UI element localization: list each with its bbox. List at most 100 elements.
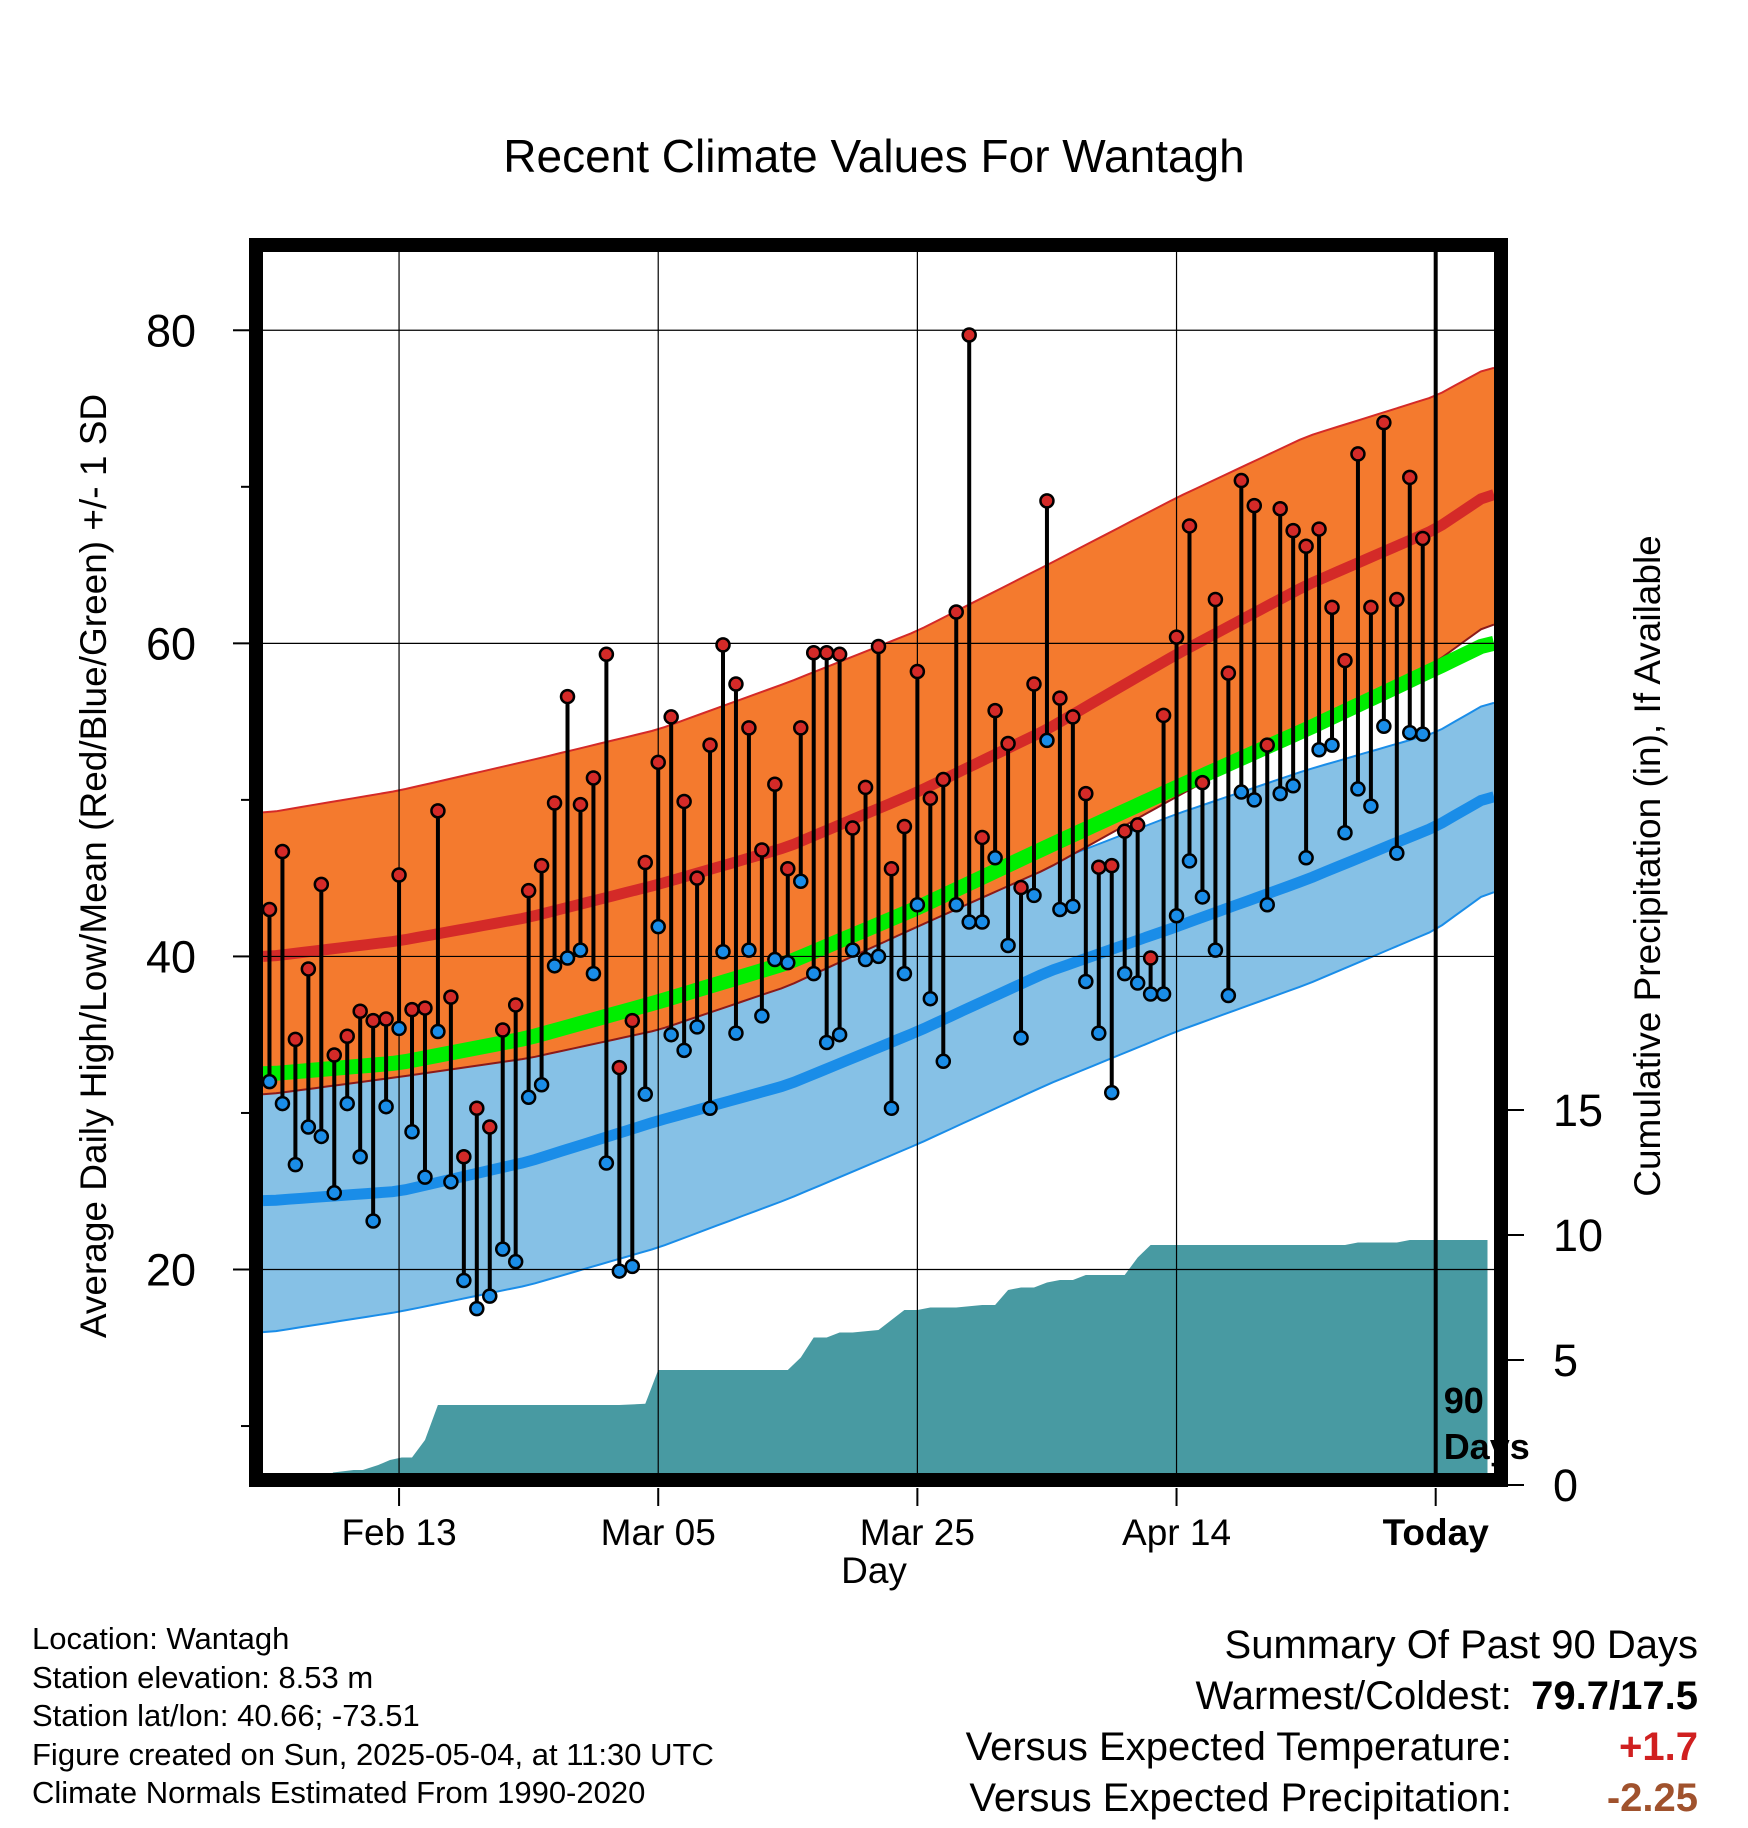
daily-high-point bbox=[598, 646, 615, 663]
daily-low-point bbox=[1039, 732, 1055, 749]
daily-high-point bbox=[831, 646, 848, 663]
daily-low-point bbox=[870, 948, 887, 965]
daily-low-point bbox=[572, 942, 589, 958]
daily-low-point bbox=[1337, 825, 1353, 841]
daily-low-point bbox=[961, 914, 977, 930]
daily-low-point bbox=[520, 1089, 537, 1106]
daily-low-point bbox=[1052, 901, 1068, 918]
station-info: Location: Wantagh Station elevation: 8.5… bbox=[32, 1620, 714, 1813]
daily-low-point bbox=[443, 1174, 459, 1190]
daily-low-point bbox=[1116, 965, 1133, 982]
daily-low-point bbox=[1246, 792, 1263, 808]
daily-high-point bbox=[533, 857, 550, 874]
location-text: Location: Wantagh bbox=[32, 1621, 290, 1656]
daily-low-point bbox=[818, 1034, 835, 1051]
daily-high-point bbox=[857, 779, 874, 796]
daily-high-point bbox=[961, 327, 977, 343]
daily-low-point bbox=[1000, 937, 1016, 954]
daily-low-point bbox=[417, 1169, 433, 1185]
x-tick-label: Apr 14 bbox=[1122, 1512, 1231, 1553]
daily-low-point bbox=[482, 1288, 498, 1304]
daily-high-point bbox=[1000, 735, 1016, 752]
daily-high-point bbox=[1414, 530, 1431, 547]
daily-high-point bbox=[870, 638, 887, 655]
daily-high-point bbox=[1376, 414, 1392, 431]
daily-high-point bbox=[1363, 599, 1379, 616]
daily-high-point bbox=[1039, 493, 1055, 509]
daily-high-point bbox=[909, 663, 926, 680]
daily-high-point bbox=[974, 829, 990, 846]
daily-low-point bbox=[352, 1149, 368, 1165]
daily-low-point bbox=[1142, 986, 1159, 1002]
daily-low-point bbox=[263, 1073, 278, 1090]
temp-label: Versus Expected Temperature: bbox=[965, 1725, 1512, 1769]
daily-low-point bbox=[1233, 784, 1250, 800]
temp-anomaly-value: +1.7 bbox=[1619, 1725, 1698, 1769]
daily-high-point bbox=[546, 795, 563, 811]
y-axis-label: Average Daily High/Low/Mean (Red/Blue/Gr… bbox=[73, 394, 114, 1338]
daily-low-point bbox=[1013, 1030, 1029, 1046]
daily-high-point bbox=[1065, 709, 1081, 725]
plot-frame bbox=[249, 238, 1508, 1487]
daily-high-point bbox=[507, 997, 524, 1013]
daily-high-point bbox=[1142, 950, 1159, 966]
daily-low-point bbox=[689, 1019, 705, 1035]
daily-high-point bbox=[1103, 857, 1120, 874]
today-days-label-number: 90 bbox=[1444, 1380, 1484, 1421]
daily-low-point bbox=[715, 943, 731, 960]
daily-low-point bbox=[1181, 853, 1198, 869]
daily-low-point bbox=[1272, 785, 1288, 802]
daily-high-point bbox=[793, 720, 809, 736]
daily-high-point bbox=[689, 870, 705, 886]
daily-low-point bbox=[339, 1095, 355, 1112]
daily-high-point bbox=[559, 688, 576, 705]
daily-high-point bbox=[287, 1031, 304, 1048]
daily-high-point bbox=[715, 637, 731, 653]
daily-high-point bbox=[1116, 823, 1133, 839]
daily-low-point bbox=[1324, 737, 1340, 753]
daily-high-point bbox=[1246, 497, 1263, 514]
y2-tick-label: 5 bbox=[1553, 1335, 1578, 1386]
daily-high-point bbox=[585, 770, 602, 786]
daily-high-point bbox=[339, 1028, 355, 1045]
created-text: Figure created on Sun, 2025-05-04, at 11… bbox=[32, 1736, 714, 1772]
daily-low-point bbox=[1194, 889, 1211, 905]
warm-cold-value: 79.7/17.5 bbox=[1531, 1674, 1698, 1718]
daily-low-point bbox=[831, 1026, 848, 1043]
daily-low-point bbox=[754, 1008, 770, 1024]
daily-high-point bbox=[430, 803, 446, 819]
daily-high-point bbox=[922, 790, 939, 807]
daily-low-point bbox=[987, 850, 1003, 866]
daily-high-point bbox=[1181, 518, 1198, 534]
daily-low-point bbox=[1220, 987, 1237, 1004]
x-tick-label: Feb 13 bbox=[341, 1512, 456, 1553]
daily-low-point bbox=[611, 1263, 628, 1279]
y-tick-label: 40 bbox=[146, 931, 196, 982]
summary-heading: Summary Of Past 90 Days bbox=[1224, 1623, 1698, 1667]
daily-low-point bbox=[1402, 724, 1418, 741]
daily-high-point bbox=[1026, 676, 1042, 692]
daily-low-point bbox=[559, 950, 576, 966]
daily-low-point bbox=[1376, 718, 1392, 735]
daily-high-point bbox=[1129, 817, 1146, 833]
daily-low-point bbox=[637, 1086, 654, 1102]
y2-tick-label: 0 bbox=[1553, 1460, 1578, 1511]
daily-low-point bbox=[585, 965, 602, 982]
daily-high-point bbox=[650, 754, 666, 771]
daily-low-point bbox=[1298, 850, 1314, 866]
daily-low-point bbox=[1414, 726, 1431, 742]
daily-high-point bbox=[1402, 469, 1418, 486]
daily-low-point bbox=[767, 951, 783, 968]
daily-high-point bbox=[469, 1100, 485, 1117]
x-axis-label: Day bbox=[841, 1550, 907, 1591]
daily-high-point bbox=[1285, 522, 1301, 539]
daily-low-point bbox=[935, 1053, 952, 1070]
climate-chart: Recent Climate Values For Wantagh 90 Days… bbox=[73, 130, 1668, 1591]
daily-high-point bbox=[1272, 500, 1288, 517]
daily-high-point bbox=[1013, 879, 1029, 896]
daily-high-point bbox=[883, 861, 900, 877]
normals-text: Climate Normals Estimated From 1990-2020 bbox=[32, 1775, 646, 1810]
daily-high-point bbox=[702, 737, 718, 753]
daily-high-point bbox=[987, 702, 1003, 719]
daily-low-point bbox=[650, 918, 666, 935]
